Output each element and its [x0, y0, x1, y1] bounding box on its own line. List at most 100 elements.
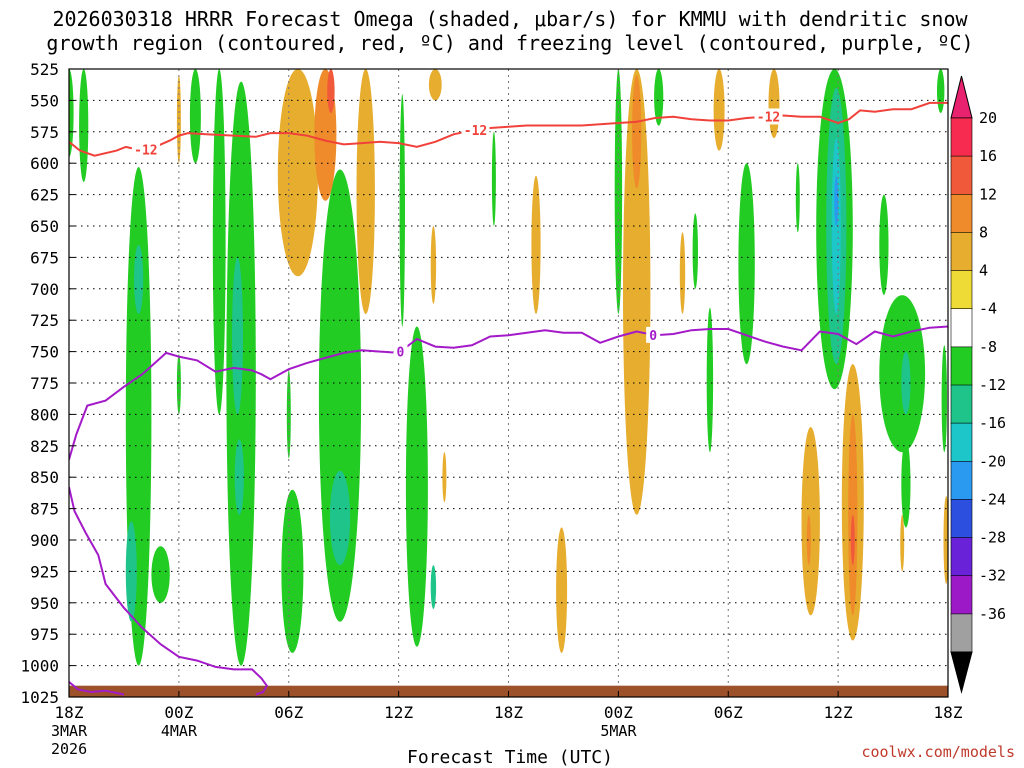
chart-title-line1: 2026030318 HRRR Forecast Omega (shaded, …: [52, 7, 968, 31]
y-tick-label-800: 800: [30, 405, 59, 424]
omega-shading: [69, 69, 948, 666]
colorbar-swatch-0: [950, 117, 973, 157]
omega-cell-29: [831, 138, 841, 314]
colorbar-swatch-9: [950, 460, 973, 501]
x-tick-date-1: 4MAR: [161, 722, 198, 740]
colorbar-swatch-11: [950, 537, 973, 577]
omega-cell-36: [941, 345, 947, 453]
x-tick-label-3: 12Z: [384, 703, 413, 722]
omega-cell-57: [900, 514, 905, 572]
omega-cell-43: [430, 226, 437, 304]
freezing-level-lower-line: [69, 486, 268, 696]
colorbar-swatch-7: [950, 384, 973, 424]
y-tick-label-600: 600: [30, 154, 59, 173]
colorbar-label-10: -24: [979, 490, 1006, 508]
y-tick-label-1025: 1025: [20, 688, 59, 707]
y-tick-label-850: 850: [30, 468, 59, 487]
omega-cell-33: [901, 439, 911, 528]
colorbar-swatch-5: [950, 308, 973, 348]
omega-cell-35: [937, 69, 945, 113]
grid-lines: [69, 69, 948, 697]
colorbar-swatch-12: [950, 575, 973, 615]
freezing-level-line: [69, 325, 948, 460]
omega-cell-25: [738, 163, 755, 365]
omega-cell-1: [79, 69, 89, 182]
dgz-contour-label-0: -12: [134, 144, 157, 159]
x-tick-label-7: 12Z: [824, 703, 853, 722]
omega-cell-49: [679, 232, 686, 314]
y-tick-label-725: 725: [30, 311, 59, 330]
omega-cell-30: [834, 175, 839, 226]
colorbar-swatch-3: [950, 232, 973, 272]
colorbar-swatch-4: [950, 270, 973, 310]
omega-cell-0: [69, 69, 74, 157]
omega-cell-24: [706, 307, 714, 453]
colorbar-label-13: -36: [979, 605, 1006, 623]
x-tick-date-5: 5MAR: [600, 722, 637, 740]
y-tick-label-675: 675: [30, 248, 59, 267]
dgz-contour-label-1: -12: [464, 124, 487, 139]
omega-cell-10: [232, 257, 243, 415]
colorbar-swatch-13: [950, 613, 973, 653]
y-tick-label-750: 750: [30, 343, 59, 362]
omega-cell-47: [623, 69, 651, 515]
x-tick-label-0: 18Z: [55, 703, 84, 722]
y-tick-label-875: 875: [30, 500, 59, 519]
plot-area: -12 -12 -12 0 0: [69, 69, 948, 697]
omega-cell-7: [176, 354, 181, 415]
y-tick-label-650: 650: [30, 217, 59, 236]
colorbar-label-1: 16: [979, 147, 997, 165]
omega-cell-13: [318, 169, 362, 622]
omega-cell-34: [901, 351, 911, 415]
omega-cell-14: [329, 470, 351, 566]
dgz-label-bg-0: [131, 141, 160, 158]
colorbar-label-4: 4: [979, 262, 988, 280]
colorbar-label-11: -28: [979, 529, 1006, 547]
x-tick-label-5: 00Z: [604, 703, 633, 722]
frz-contour-label-1: 0: [649, 329, 657, 344]
y-tick-label-925: 925: [30, 562, 59, 581]
chart-title-line2: growth region (contoured, red, ºC) and f…: [46, 31, 973, 55]
omega-cell-11: [234, 439, 244, 515]
omega-cell-31: [879, 194, 889, 295]
omega-cell-17: [405, 326, 428, 647]
contours: -12 -12 -12 0 0: [69, 101, 948, 696]
x-tick-label-8: 18Z: [934, 703, 963, 722]
colorbar-swatch-6: [950, 346, 973, 386]
omega-cell-45: [531, 175, 541, 314]
frz-label-bg-1: [646, 326, 661, 343]
x-tick-label-4: 18Z: [494, 703, 523, 722]
y-tick-label-525: 525: [30, 60, 59, 79]
omega-cell-42: [428, 69, 442, 101]
colorbar-swatch-10: [950, 499, 973, 539]
colorbar-label-7: -12: [979, 376, 1006, 394]
omega-cell-40: [327, 69, 335, 113]
omega-cell-20: [614, 69, 623, 314]
omega-cell-22: [654, 69, 664, 126]
omega-cell-55: [848, 414, 858, 616]
omega-cell-52: [801, 427, 820, 616]
x-tick-label-6: 06Z: [714, 703, 743, 722]
omega-cell-5: [151, 546, 170, 603]
omega-cell-37: [176, 75, 181, 164]
credit-text: coolwx.com/models: [861, 743, 1015, 761]
y-tick-label-625: 625: [30, 186, 59, 205]
y-axis: 525 550 575 600 625 650 675 700 725 750 775 800 825 8…: [20, 60, 75, 707]
omega-cell-38: [277, 69, 318, 277]
omega-cell-53: [806, 514, 811, 566]
y-tick-label-975: 975: [30, 625, 59, 644]
y-tick-label-825: 825: [30, 437, 59, 456]
omega-cell-4: [125, 521, 137, 622]
colorbar-label-5: -4: [979, 300, 997, 318]
omega-cell-15: [286, 370, 291, 459]
y-tick-label-775: 775: [30, 374, 59, 393]
colorbar-bottom-arrow: [950, 651, 973, 694]
omega-cell-56: [850, 514, 855, 566]
omega-cell-18: [430, 565, 437, 610]
colorbar-label-3: 8: [979, 223, 988, 241]
omega-cell-26: [795, 163, 800, 233]
colorbar-label-0: 20: [979, 109, 997, 127]
x-tick-label-1: 00Z: [164, 703, 193, 722]
